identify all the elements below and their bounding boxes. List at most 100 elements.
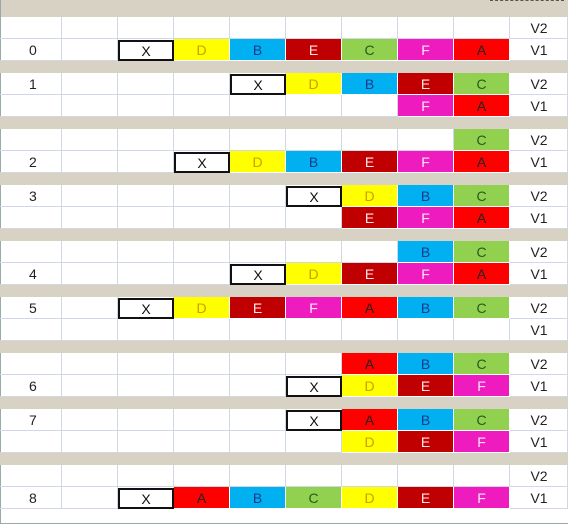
grid-cell[interactable]: [230, 207, 286, 229]
block-cell-c[interactable]: C: [454, 73, 510, 95]
block-cell-d[interactable]: D: [286, 73, 342, 95]
grid-cell[interactable]: [118, 17, 174, 39]
grid-cell[interactable]: [342, 319, 398, 341]
grid-cell[interactable]: [118, 207, 174, 229]
block-cell-a[interactable]: A: [342, 409, 398, 431]
block-cell-d[interactable]: D: [342, 375, 398, 397]
grid-cell[interactable]: [174, 241, 230, 263]
grid-cell[interactable]: [62, 353, 118, 375]
grid-cell[interactable]: [398, 319, 454, 341]
block-cell-c[interactable]: C: [454, 241, 510, 263]
grid-cell[interactable]: [174, 465, 230, 487]
grid-cell[interactable]: [0, 431, 62, 453]
grid-cell[interactable]: [286, 465, 342, 487]
grid-cell[interactable]: [118, 375, 174, 397]
block-cell-f[interactable]: F: [398, 151, 454, 173]
grid-cell[interactable]: [62, 185, 118, 207]
block-cell-b[interactable]: B: [398, 297, 454, 319]
cursor-cell-x[interactable]: X: [230, 264, 286, 285]
grid-cell[interactable]: [118, 73, 174, 95]
block-cell-f[interactable]: F: [398, 39, 454, 61]
grid-cell[interactable]: [230, 95, 286, 117]
grid-cell[interactable]: [342, 17, 398, 39]
block-cell-c[interactable]: C: [454, 129, 510, 151]
block-cell-f[interactable]: F: [398, 95, 454, 117]
block-cell-f[interactable]: F: [454, 375, 510, 397]
grid-cell[interactable]: [230, 375, 286, 397]
cursor-cell-x[interactable]: X: [118, 298, 174, 319]
grid-cell[interactable]: [62, 409, 118, 431]
grid-cell[interactable]: [118, 465, 174, 487]
cursor-cell-x[interactable]: X: [118, 488, 174, 509]
block-cell-a[interactable]: A: [454, 39, 510, 61]
block-cell-a[interactable]: A: [454, 95, 510, 117]
cursor-cell-x[interactable]: X: [286, 410, 342, 431]
block-cell-d[interactable]: D: [286, 263, 342, 285]
grid-cell[interactable]: [0, 319, 62, 341]
grid-cell[interactable]: [62, 375, 118, 397]
grid-cell[interactable]: [62, 17, 118, 39]
grid-cell[interactable]: [174, 353, 230, 375]
grid-cell[interactable]: [0, 353, 62, 375]
grid-cell[interactable]: [230, 17, 286, 39]
grid-cell[interactable]: [230, 241, 286, 263]
grid-cell[interactable]: [118, 263, 174, 285]
block-cell-e[interactable]: E: [398, 487, 454, 509]
cursor-cell-x[interactable]: X: [230, 74, 286, 95]
grid-cell[interactable]: [62, 95, 118, 117]
block-cell-e[interactable]: E: [398, 73, 454, 95]
block-cell-f[interactable]: F: [398, 263, 454, 285]
cursor-cell-x[interactable]: X: [118, 40, 174, 61]
grid-cell[interactable]: [230, 185, 286, 207]
grid-cell[interactable]: [342, 241, 398, 263]
grid-cell[interactable]: [286, 241, 342, 263]
block-cell-a[interactable]: A: [454, 263, 510, 285]
grid-cell[interactable]: [62, 319, 118, 341]
block-cell-e[interactable]: E: [398, 431, 454, 453]
block-cell-d[interactable]: D: [342, 431, 398, 453]
grid-cell[interactable]: [174, 185, 230, 207]
block-cell-b[interactable]: B: [398, 409, 454, 431]
block-cell-e[interactable]: E: [286, 39, 342, 61]
block-cell-f[interactable]: F: [398, 207, 454, 229]
block-cell-b[interactable]: B: [398, 353, 454, 375]
grid-cell[interactable]: [286, 17, 342, 39]
grid-cell[interactable]: [174, 431, 230, 453]
grid-cell[interactable]: [174, 73, 230, 95]
grid-cell[interactable]: [0, 17, 62, 39]
grid-cell[interactable]: [62, 39, 118, 61]
block-cell-d[interactable]: D: [230, 151, 286, 173]
block-cell-b[interactable]: B: [230, 39, 286, 61]
grid-cell[interactable]: [286, 353, 342, 375]
grid-cell[interactable]: [398, 129, 454, 151]
grid-cell[interactable]: [118, 409, 174, 431]
block-cell-c[interactable]: C: [454, 185, 510, 207]
grid-cell[interactable]: [174, 207, 230, 229]
grid-cell[interactable]: [230, 129, 286, 151]
grid-cell[interactable]: [230, 409, 286, 431]
grid-cell[interactable]: [286, 207, 342, 229]
grid-cell[interactable]: [174, 319, 230, 341]
grid-cell[interactable]: [118, 185, 174, 207]
grid-cell[interactable]: [0, 129, 62, 151]
grid-cell[interactable]: [454, 17, 510, 39]
block-cell-b[interactable]: B: [230, 487, 286, 509]
block-cell-c[interactable]: C: [454, 409, 510, 431]
grid-cell[interactable]: [286, 319, 342, 341]
grid-cell[interactable]: [342, 129, 398, 151]
grid-cell[interactable]: [174, 95, 230, 117]
block-cell-d[interactable]: D: [342, 185, 398, 207]
grid-cell[interactable]: [342, 465, 398, 487]
grid-cell[interactable]: [62, 151, 118, 173]
block-cell-f[interactable]: F: [454, 487, 510, 509]
grid-cell[interactable]: [342, 95, 398, 117]
grid-cell[interactable]: [118, 129, 174, 151]
block-cell-b[interactable]: B: [398, 185, 454, 207]
grid-cell[interactable]: [174, 17, 230, 39]
grid-cell[interactable]: [174, 375, 230, 397]
grid-cell[interactable]: [398, 465, 454, 487]
block-cell-c[interactable]: C: [342, 39, 398, 61]
block-cell-c[interactable]: C: [454, 297, 510, 319]
grid-cell[interactable]: [0, 465, 62, 487]
